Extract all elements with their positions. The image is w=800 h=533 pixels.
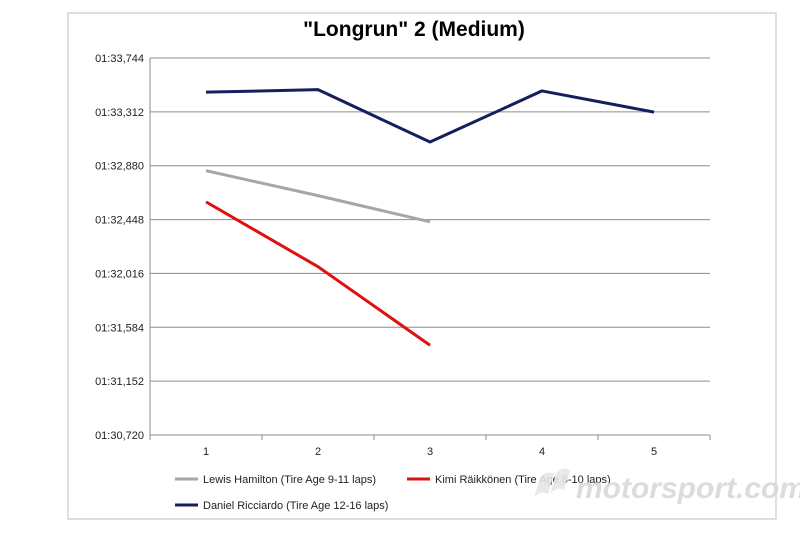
y-tick-label: 01:31,584: [95, 322, 144, 334]
chart-border: [67, 12, 777, 520]
y-tick-label: 01:32,016: [95, 268, 144, 280]
x-tick-label: 2: [315, 446, 321, 458]
y-tick-label: 01:30,720: [95, 430, 144, 442]
legend-label: Lewis Hamilton (Tire Age 9-11 laps): [203, 474, 376, 486]
legend-entry: Lewis Hamilton (Tire Age 9-11 laps): [175, 474, 376, 486]
x-tick-label: 1: [203, 446, 209, 458]
watermark-flag-icon: [534, 468, 570, 498]
x-tick-label: 5: [651, 446, 657, 458]
x-tick-label: 3: [427, 446, 433, 458]
legend-label: Daniel Ricciardo (Tire Age 12-16 laps): [203, 500, 388, 512]
watermark-text: motorsport.com: [576, 472, 800, 505]
y-tick-label: 01:32,448: [95, 215, 144, 227]
series-line-3: [205, 88, 655, 144]
y-tick-label: 01:33,744: [95, 53, 144, 65]
axis-layer: 01:30,720 01:31,152 01:31,584 01:32,016 01:3…: [95, 53, 711, 458]
y-tick-label: 01:32,880: [95, 161, 144, 173]
y-tick-label: 01:33,312: [95, 107, 144, 119]
chart-title: "Longrun" 2 (Medium): [303, 18, 525, 41]
series-line-1: [205, 169, 431, 224]
y-tick-label: 01:31,152: [95, 376, 144, 388]
grid-layer: [150, 57, 710, 382]
watermark-logo: motorsport.com: [534, 468, 800, 505]
series-layer: [205, 88, 655, 347]
legend-entry: Daniel Ricciardo (Tire Age 12-16 laps): [175, 500, 388, 512]
series-line-2: [205, 200, 431, 347]
x-tick-label: 4: [539, 446, 545, 458]
